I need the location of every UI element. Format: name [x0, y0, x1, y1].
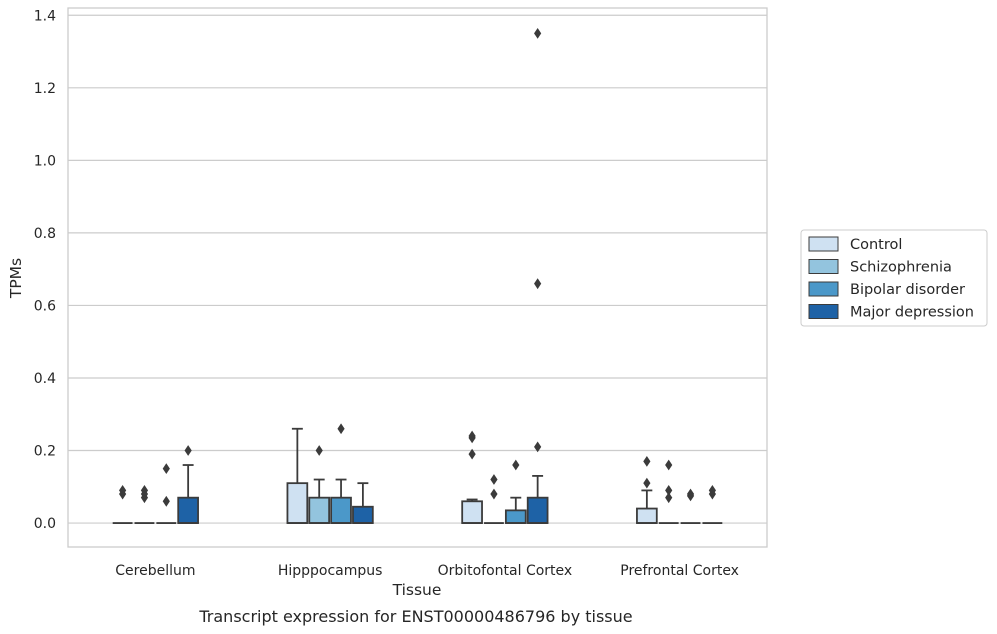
outlier-point	[534, 278, 542, 290]
legend-swatch	[808, 281, 839, 297]
legend-item-bipolar-disorder: Bipolar disorder	[808, 281, 965, 298]
outlier-point	[140, 485, 149, 496]
plot-area-frame	[67, 7, 768, 548]
outlier-point	[534, 441, 542, 453]
legend-swatch	[808, 259, 839, 274]
legend-items: Control Schizophrenia Bipolar disorder Majo…	[808, 236, 974, 321]
x-tick-label: Prefrontal Cortex	[620, 563, 739, 579]
y-tick-label: 0.4	[34, 371, 56, 387]
x-axis-label: Tissue	[392, 581, 442, 599]
outlier-point	[643, 477, 651, 489]
outlier-point	[119, 485, 127, 496]
outlier-point	[490, 474, 498, 485]
legend-label: Control	[850, 237, 902, 253]
outliers	[119, 27, 716, 507]
outlier-point	[490, 488, 498, 500]
box-body	[526, 496, 549, 524]
x-tick-label: Cerebellum	[115, 563, 195, 579]
box-major-depression-cerebellum	[177, 464, 199, 524]
legend-frame	[800, 229, 988, 327]
outlier-point	[665, 485, 673, 496]
legend: Control Schizophrenia Bipolar disorder Majo…	[800, 229, 988, 327]
box-body	[461, 500, 483, 524]
legend-item-schizophrenia: Schizophrenia	[808, 259, 952, 276]
legend-label: Bipolar disorder	[850, 282, 965, 298]
x-tick-label: Orbitofontal Cortex	[438, 563, 573, 579]
box-control-orbitofontal-cortex	[461, 498, 483, 524]
outlier-point	[665, 459, 673, 471]
legend-item-control: Control	[808, 236, 902, 253]
box-body	[636, 507, 658, 524]
outlier-point	[468, 430, 476, 442]
y-tick-label: 0.2	[34, 444, 56, 460]
y-tick-labels: 0.0 0.2 0.4 0.6 0.8 1.0 1.2 1.4	[34, 8, 56, 532]
box-major-depression-hipppocampus	[352, 482, 374, 524]
y-tick-label: 0.6	[34, 298, 56, 314]
box-body	[308, 496, 331, 524]
outlier-point	[643, 455, 651, 467]
y-tick-label: 1.0	[34, 153, 56, 169]
x-tick-label: Hipppocampus	[278, 563, 383, 579]
box-body	[286, 482, 309, 524]
outlier-point	[315, 445, 323, 456]
chart-caption: Transcript expression for ENST0000048679…	[198, 607, 632, 626]
box-body	[330, 496, 352, 524]
box-body	[352, 505, 374, 524]
legend-item-major-depression: Major depression	[808, 304, 974, 321]
outlier-point	[337, 423, 345, 435]
outlier-point	[162, 495, 170, 507]
box-major-depression-orbitofontal-cortex	[526, 475, 549, 524]
legend-label: Major depression	[850, 305, 974, 321]
legend-swatch	[808, 236, 839, 252]
outlier-point	[665, 492, 673, 504]
outlier-point	[708, 485, 716, 496]
box-bipolar-disorder-hipppocampus	[330, 478, 352, 524]
gridlines	[68, 14, 767, 524]
box-body	[504, 509, 527, 524]
x-tick-labels: Cerebellum Hipppocampus Orbitofontal Corte…	[115, 563, 739, 579]
legend-swatch	[808, 304, 839, 319]
legend-label: Schizophrenia	[850, 260, 952, 276]
boxes	[112, 427, 723, 524]
box-control-hipppocampus	[286, 427, 309, 524]
outlier-point	[534, 27, 542, 39]
outlier-point	[184, 445, 192, 456]
y-tick-label: 1.2	[34, 81, 56, 97]
box-body	[177, 496, 199, 524]
y-tick-label: 1.4	[34, 8, 56, 24]
outlier-point	[512, 459, 520, 471]
box-schizophrenia-hipppocampus	[308, 478, 331, 524]
outlier-point	[468, 448, 476, 460]
outlier-point	[162, 463, 170, 475]
y-axis-label: TPMs	[7, 258, 25, 299]
y-tick-label: 0.8	[34, 226, 56, 242]
box-bipolar-disorder-orbitofontal-cortex	[504, 496, 527, 524]
box-control-prefrontal-cortex	[636, 489, 658, 524]
y-tick-label: 0.0	[34, 516, 56, 532]
outlier-point	[686, 488, 695, 500]
